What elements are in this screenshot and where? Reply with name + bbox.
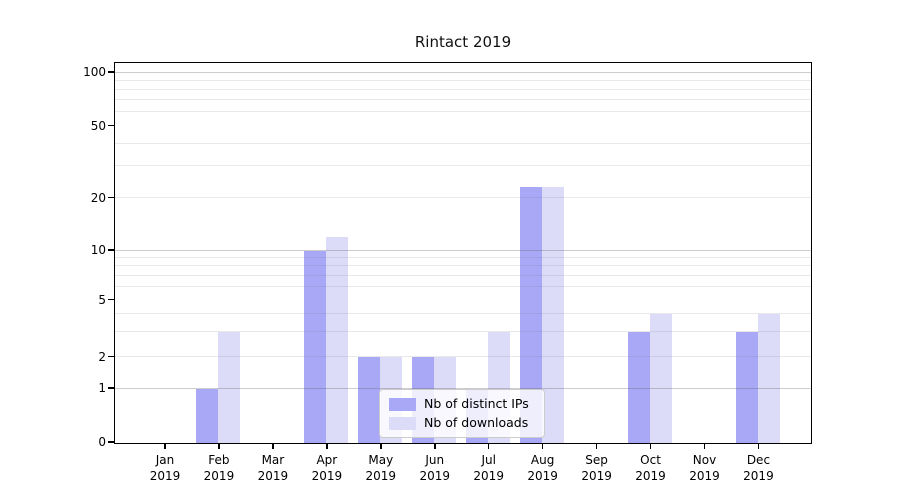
x-tick-label-jan-2019: Jan 2019 xyxy=(149,453,181,483)
x-tick-jan-2019 xyxy=(164,443,166,449)
x-tick-dec-2019 xyxy=(757,443,760,449)
legend-label-downloads: Nb of downloads xyxy=(424,415,529,430)
bar-distinct-ips-dec-2019 xyxy=(735,331,758,443)
gridline-y-4 xyxy=(115,312,811,314)
legend-item-distinct-ips: Nb of distinct IPs xyxy=(389,397,535,411)
gridline-y-6 xyxy=(115,285,811,287)
bar-distinct-ips-feb-2019 xyxy=(196,388,219,443)
gridline-y-30 xyxy=(115,165,811,167)
x-tick-label-mar-2019: Mar 2019 xyxy=(257,453,289,483)
x-tick-label-apr-2019: Apr 2019 xyxy=(311,453,343,483)
gridline-y-90 xyxy=(115,79,811,81)
x-tick-label-sep-2019: Sep 2019 xyxy=(581,453,612,483)
legend-swatch-downloads xyxy=(389,416,416,430)
bar-downloads-apr-2019 xyxy=(326,236,349,443)
y-tick-label-2: 2 xyxy=(98,349,106,364)
x-tick-label-feb-2019: Feb 2019 xyxy=(203,453,235,483)
x-tick-may-2019 xyxy=(380,443,382,449)
x-tick-jul-2019 xyxy=(487,443,490,449)
gridline-y-10 xyxy=(115,249,811,251)
y-tick-label-5: 5 xyxy=(98,292,106,307)
x-tick-apr-2019 xyxy=(326,443,328,449)
y-tick-2 xyxy=(108,355,114,358)
gridline-y-80 xyxy=(115,88,811,90)
gridline-y-9 xyxy=(115,257,811,259)
gridline-y-100 xyxy=(115,71,811,73)
y-tick-label-1: 1 xyxy=(98,381,106,395)
gridline-y-7 xyxy=(115,274,811,276)
bar-distinct-ips-aug-2019 xyxy=(520,187,543,443)
x-tick-mar-2019 xyxy=(272,443,274,449)
x-tick-label-oct-2019: Oct 2019 xyxy=(635,453,666,483)
gridline-y-2 xyxy=(115,356,811,357)
bar-downloads-feb-2019 xyxy=(218,331,241,443)
x-tick-oct-2019 xyxy=(649,443,652,449)
gridline-y-70 xyxy=(115,99,811,101)
y-tick-50 xyxy=(108,124,114,127)
bar-downloads-oct-2019 xyxy=(650,313,673,443)
bar-downloads-dec-2019 xyxy=(757,313,780,443)
bar-distinct-ips-apr-2019 xyxy=(304,250,327,443)
x-tick-aug-2019 xyxy=(541,443,544,449)
gridline-y-60 xyxy=(115,110,811,112)
x-tick-jun-2019 xyxy=(434,443,436,449)
gridline-y-3 xyxy=(115,330,811,332)
plot-area xyxy=(114,62,812,444)
x-tick-sep-2019 xyxy=(595,443,598,449)
legend-item-downloads: Nb of downloads xyxy=(389,416,535,430)
x-tick-label-dec-2019: Dec 2019 xyxy=(743,453,774,483)
chart-title: Rintact 2019 xyxy=(414,33,512,51)
x-tick-label-aug-2019: Aug 2019 xyxy=(527,453,558,483)
y-tick-5 xyxy=(108,298,114,301)
gridline-y-8 xyxy=(115,265,811,267)
gridline-y-40 xyxy=(115,142,811,144)
y-tick-label-100: 100 xyxy=(83,65,106,79)
legend-label-distinct-ips: Nb of distinct IPs xyxy=(424,396,529,411)
y-tick-100 xyxy=(108,71,114,73)
y-tick-10 xyxy=(108,249,114,251)
legend-swatch-distinct-ips xyxy=(389,397,416,411)
x-tick-label-jun-2019: Jun 2019 xyxy=(419,453,451,483)
x-tick-label-may-2019: May 2019 xyxy=(365,453,397,483)
x-tick-label-nov-2019: Nov 2019 xyxy=(689,453,720,483)
bar-distinct-ips-oct-2019 xyxy=(628,331,651,443)
y-tick-label-20: 20 xyxy=(90,190,106,205)
y-tick-1 xyxy=(108,387,114,389)
x-tick-nov-2019 xyxy=(703,443,706,449)
x-tick-label-jul-2019: Jul 2019 xyxy=(473,453,504,483)
y-tick-20 xyxy=(108,196,114,199)
x-tick-feb-2019 xyxy=(218,443,220,449)
gridline-y-1 xyxy=(115,387,811,389)
gridline-y-20 xyxy=(115,197,811,198)
bar-downloads-aug-2019 xyxy=(542,187,565,443)
y-tick-0 xyxy=(108,441,114,443)
y-tick-label-0: 0 xyxy=(98,435,106,449)
y-tick-label-50: 50 xyxy=(90,118,106,133)
legend: Nb of distinct IPs Nb of downloads xyxy=(379,389,545,438)
y-tick-label-10: 10 xyxy=(90,243,106,257)
bar-distinct-ips-may-2019 xyxy=(358,357,381,443)
